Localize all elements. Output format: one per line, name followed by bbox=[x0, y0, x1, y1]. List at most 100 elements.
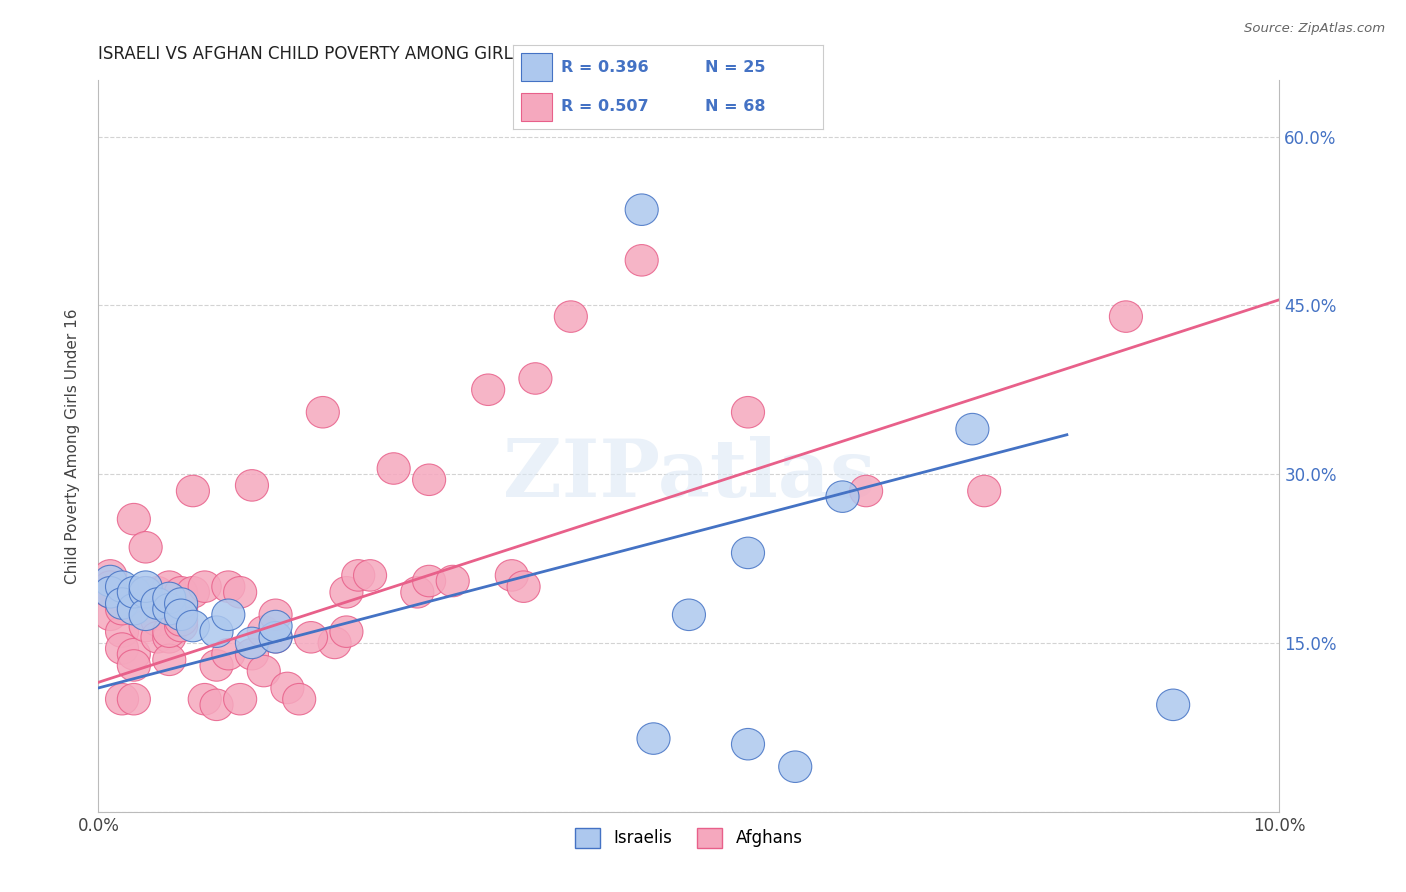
Ellipse shape bbox=[353, 559, 387, 591]
Ellipse shape bbox=[294, 622, 328, 653]
Ellipse shape bbox=[153, 571, 186, 602]
Ellipse shape bbox=[129, 576, 162, 608]
Ellipse shape bbox=[271, 673, 304, 704]
Ellipse shape bbox=[401, 576, 434, 608]
Ellipse shape bbox=[176, 576, 209, 608]
Text: N = 68: N = 68 bbox=[704, 99, 765, 114]
Ellipse shape bbox=[259, 622, 292, 653]
Ellipse shape bbox=[412, 464, 446, 496]
Ellipse shape bbox=[188, 571, 221, 602]
Ellipse shape bbox=[519, 363, 553, 394]
Ellipse shape bbox=[165, 576, 198, 608]
FancyBboxPatch shape bbox=[520, 54, 551, 81]
Ellipse shape bbox=[436, 566, 470, 597]
Ellipse shape bbox=[117, 503, 150, 535]
Ellipse shape bbox=[626, 244, 658, 277]
Ellipse shape bbox=[224, 683, 257, 715]
Ellipse shape bbox=[105, 593, 139, 625]
Ellipse shape bbox=[779, 751, 811, 782]
Ellipse shape bbox=[129, 576, 162, 608]
Ellipse shape bbox=[259, 599, 292, 631]
Ellipse shape bbox=[105, 588, 139, 619]
Ellipse shape bbox=[554, 301, 588, 333]
Ellipse shape bbox=[165, 599, 198, 631]
Ellipse shape bbox=[188, 683, 221, 715]
Ellipse shape bbox=[247, 656, 280, 687]
Ellipse shape bbox=[94, 599, 127, 631]
Ellipse shape bbox=[129, 532, 162, 563]
Ellipse shape bbox=[94, 576, 127, 608]
Ellipse shape bbox=[94, 571, 127, 602]
Y-axis label: Child Poverty Among Girls Under 16: Child Poverty Among Girls Under 16 bbox=[65, 309, 80, 583]
Ellipse shape bbox=[377, 453, 411, 484]
Ellipse shape bbox=[731, 537, 765, 569]
FancyBboxPatch shape bbox=[520, 93, 551, 120]
Ellipse shape bbox=[141, 576, 174, 608]
Ellipse shape bbox=[307, 396, 339, 428]
Ellipse shape bbox=[626, 194, 658, 226]
Ellipse shape bbox=[176, 610, 209, 642]
Ellipse shape bbox=[165, 593, 198, 625]
Text: Source: ZipAtlas.com: Source: ZipAtlas.com bbox=[1244, 22, 1385, 36]
Text: R = 0.507: R = 0.507 bbox=[561, 99, 648, 114]
Ellipse shape bbox=[637, 723, 671, 755]
Ellipse shape bbox=[342, 559, 375, 591]
Ellipse shape bbox=[153, 622, 186, 653]
Ellipse shape bbox=[117, 649, 150, 681]
Ellipse shape bbox=[105, 615, 139, 648]
Ellipse shape bbox=[117, 683, 150, 715]
Ellipse shape bbox=[235, 469, 269, 501]
Ellipse shape bbox=[330, 615, 363, 648]
Ellipse shape bbox=[956, 413, 988, 445]
Ellipse shape bbox=[849, 475, 883, 507]
Ellipse shape bbox=[117, 576, 150, 608]
Ellipse shape bbox=[259, 622, 292, 653]
Ellipse shape bbox=[731, 729, 765, 760]
Ellipse shape bbox=[94, 559, 127, 591]
Ellipse shape bbox=[283, 683, 316, 715]
Ellipse shape bbox=[318, 627, 352, 658]
Ellipse shape bbox=[165, 605, 198, 636]
Ellipse shape bbox=[165, 610, 198, 642]
Ellipse shape bbox=[129, 599, 162, 631]
Ellipse shape bbox=[825, 481, 859, 512]
Ellipse shape bbox=[105, 571, 139, 602]
Text: ZIPatlas: ZIPatlas bbox=[503, 436, 875, 515]
Ellipse shape bbox=[330, 576, 363, 608]
Text: ISRAELI VS AFGHAN CHILD POVERTY AMONG GIRLS UNDER 16 CORRELATION CHART: ISRAELI VS AFGHAN CHILD POVERTY AMONG GI… bbox=[98, 45, 800, 63]
Ellipse shape bbox=[200, 615, 233, 648]
Ellipse shape bbox=[235, 639, 269, 670]
Text: N = 25: N = 25 bbox=[704, 60, 765, 75]
Ellipse shape bbox=[200, 649, 233, 681]
Ellipse shape bbox=[165, 588, 198, 619]
Ellipse shape bbox=[94, 576, 127, 608]
Ellipse shape bbox=[731, 396, 765, 428]
Ellipse shape bbox=[672, 599, 706, 631]
Ellipse shape bbox=[117, 639, 150, 670]
Ellipse shape bbox=[471, 374, 505, 406]
Ellipse shape bbox=[153, 615, 186, 648]
Ellipse shape bbox=[94, 566, 127, 597]
Ellipse shape bbox=[212, 639, 245, 670]
Ellipse shape bbox=[967, 475, 1001, 507]
Ellipse shape bbox=[105, 683, 139, 715]
Ellipse shape bbox=[117, 593, 150, 625]
Ellipse shape bbox=[153, 582, 186, 614]
Legend: Israelis, Afghans: Israelis, Afghans bbox=[568, 821, 810, 855]
Ellipse shape bbox=[235, 627, 269, 658]
Ellipse shape bbox=[200, 689, 233, 721]
Ellipse shape bbox=[129, 571, 162, 602]
Ellipse shape bbox=[224, 576, 257, 608]
Ellipse shape bbox=[129, 599, 162, 631]
Text: R = 0.396: R = 0.396 bbox=[561, 60, 648, 75]
Ellipse shape bbox=[141, 605, 174, 636]
Ellipse shape bbox=[212, 599, 245, 631]
Ellipse shape bbox=[259, 610, 292, 642]
Ellipse shape bbox=[153, 644, 186, 675]
Ellipse shape bbox=[412, 566, 446, 597]
Ellipse shape bbox=[1109, 301, 1143, 333]
Ellipse shape bbox=[141, 622, 174, 653]
Ellipse shape bbox=[247, 615, 280, 648]
Ellipse shape bbox=[153, 593, 186, 625]
Ellipse shape bbox=[212, 571, 245, 602]
